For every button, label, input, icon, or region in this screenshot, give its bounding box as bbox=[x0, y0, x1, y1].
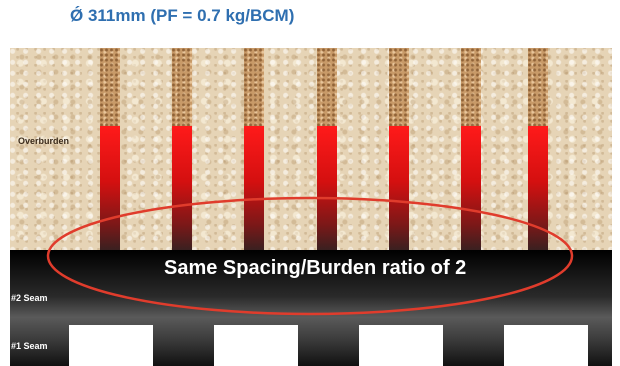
stemming bbox=[172, 48, 192, 126]
coal-block bbox=[359, 325, 443, 366]
blast-hole bbox=[528, 48, 548, 250]
explosive-charge bbox=[244, 126, 264, 250]
blast-hole bbox=[172, 48, 192, 250]
seam-2-label: #2 Seam bbox=[11, 293, 48, 303]
explosive-charge bbox=[317, 126, 337, 250]
blast-hole bbox=[244, 48, 264, 250]
diagram-title: Ǿ 311mm (PF = 0.7 kg/BCM) bbox=[70, 6, 295, 25]
stemming bbox=[100, 48, 120, 126]
stemming bbox=[317, 48, 337, 126]
ratio-annotation: Same Spacing/Burden ratio of 2 bbox=[164, 257, 467, 279]
coal-block bbox=[504, 325, 588, 366]
explosive-charge bbox=[461, 126, 481, 250]
stemming bbox=[461, 48, 481, 126]
seam-1-label: #1 Seam bbox=[11, 341, 48, 351]
blast-hole bbox=[100, 48, 120, 250]
blast-hole bbox=[389, 48, 409, 250]
blast-hole bbox=[461, 48, 481, 250]
stemming bbox=[389, 48, 409, 126]
coal-block bbox=[214, 325, 298, 366]
overburden-label: Overburden bbox=[18, 136, 70, 146]
explosive-charge bbox=[528, 126, 548, 250]
blast-hole bbox=[317, 48, 337, 250]
coal-block bbox=[69, 325, 153, 366]
explosive-charge bbox=[172, 126, 192, 250]
explosive-charge bbox=[389, 126, 409, 250]
stemming bbox=[244, 48, 264, 126]
stemming bbox=[528, 48, 548, 126]
